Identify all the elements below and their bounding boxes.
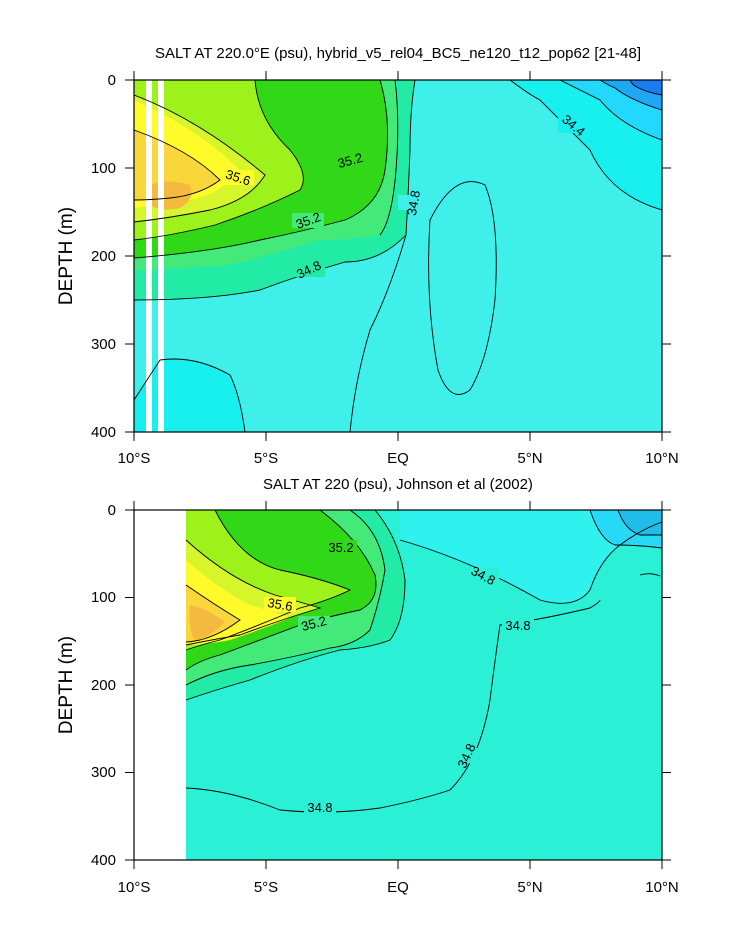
contour-label: 35.6 <box>224 166 253 188</box>
fill-33-2-region <box>630 80 662 95</box>
ytick-label: 300 <box>91 336 116 353</box>
ytick-label: 100 <box>91 589 116 606</box>
xtick-label: 5°S <box>254 450 278 467</box>
panel-2-contour-labels: 35.2 35.6 35.2 34.8 34.8 34.8 34.8 <box>264 540 534 815</box>
xtick-label: 10°S <box>118 879 151 896</box>
contour-label: 35.2 <box>336 150 364 171</box>
ytick-label: 200 <box>91 677 116 694</box>
xtick-label: 10°S <box>118 450 151 467</box>
panel-2-ticks <box>125 501 671 869</box>
ytick-label: 400 <box>91 852 116 869</box>
fill-lens-region <box>428 181 497 395</box>
panel-2-ylabel: DEPTH (m) <box>56 636 77 734</box>
fill-34-0-region <box>618 510 662 535</box>
missing-data-stripe-1 <box>146 80 152 432</box>
xtick-label: 5°N <box>517 879 542 896</box>
panel-1-contour-labels: 35.6 35.2 35.2 34.8 34.8 34.4 <box>222 112 590 282</box>
panel-1-title: SALT AT 220.0°E (psu), hybrid_v5_rel04_B… <box>155 45 641 62</box>
panel-1-ticks <box>125 71 671 441</box>
ytick-label: 200 <box>91 248 116 265</box>
panel-2-contours <box>185 509 663 813</box>
ytick-label: 0 <box>108 502 116 519</box>
contour-label: 35.2 <box>328 540 353 555</box>
ytick-label: 400 <box>91 424 116 441</box>
contour-label: 34.8 <box>404 189 423 217</box>
contour-label: 34.8 <box>505 618 530 633</box>
panel-2-title: SALT AT 220 (psu), Johnson et al (2002) <box>263 476 533 493</box>
contour-label: 35.2 <box>300 613 328 634</box>
panel-model: SALT AT 220.0°E (psu), hybrid_v5_rel04_B… <box>56 45 679 467</box>
ytick-label: 300 <box>91 764 116 781</box>
ytick-label: 0 <box>108 72 116 89</box>
panel-2-fill <box>186 510 662 860</box>
panel-observations: SALT AT 220 (psu), Johnson et al (2002) <box>56 476 679 896</box>
xtick-label: 5°S <box>254 879 278 896</box>
panel-2-xtick-labels: 10°S 5°S EQ 5°N 10°N <box>118 879 679 896</box>
contour-label: 35.6 <box>266 595 294 614</box>
xtick-label: EQ <box>387 450 409 467</box>
ytick-label: 100 <box>91 160 116 177</box>
fill-below-34-8-region <box>400 510 662 604</box>
panel-2-ytick-labels: 0 100 200 300 400 <box>91 502 116 869</box>
contour-label: 34.8 <box>307 800 332 815</box>
panel-1-ytick-labels: 0 100 200 300 400 <box>91 72 116 441</box>
panel-1-xtick-labels: 10°S 5°S EQ 5°N 10°N <box>118 450 679 467</box>
panel-1-ylabel: DEPTH (m) <box>56 207 77 305</box>
xtick-label: EQ <box>387 879 409 896</box>
xtick-label: 10°N <box>645 879 679 896</box>
xtick-label: 5°N <box>517 450 542 467</box>
fill-35-7-region <box>134 130 220 200</box>
fill-35-8-region <box>189 605 225 640</box>
xtick-label: 10°N <box>645 450 679 467</box>
